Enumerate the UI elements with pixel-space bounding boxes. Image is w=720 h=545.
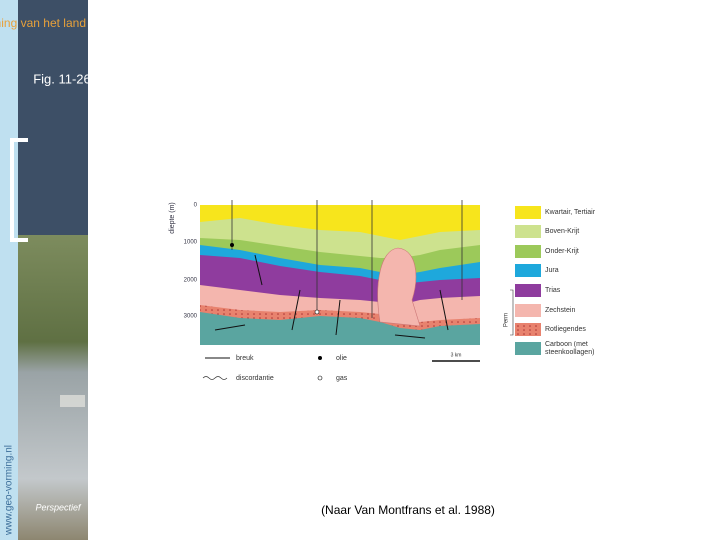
legend-label: Onder-Krijt xyxy=(545,248,579,255)
wells xyxy=(231,200,463,318)
key-label: olie xyxy=(336,355,347,362)
axis-title: diepte (m) xyxy=(169,202,176,234)
perm-label: Perm xyxy=(504,313,510,327)
depth-tick: 2000 xyxy=(184,278,198,284)
legend-label: Zechstein xyxy=(545,307,575,314)
legend-label: Rotliegendes xyxy=(545,326,586,333)
scale-label: 3 km xyxy=(451,352,462,358)
key-label: discordantie xyxy=(236,375,274,382)
legend-label: Boven-Krijt xyxy=(545,228,579,235)
depth-tick: 1000 xyxy=(184,240,198,246)
legend: Kwartair, Tertiair Boven-Krijt Onder-Kri… xyxy=(504,206,596,356)
key: breuk olie discordantie gas 3 km xyxy=(202,352,480,382)
legend-label-wrap: Carboon (met steenkoollagen) xyxy=(545,341,595,356)
legend-label: Trias xyxy=(545,287,561,294)
url: www.geo-vorming.nl xyxy=(4,445,15,536)
faults xyxy=(214,254,449,339)
salt-dome xyxy=(377,247,421,327)
legend-label: Jura xyxy=(545,267,559,274)
legend-label: Kwartair, Tertiair xyxy=(545,209,596,216)
sidebar xyxy=(18,0,88,235)
key-label: breuk xyxy=(236,355,254,362)
gas-marker xyxy=(314,309,320,315)
photo xyxy=(18,235,88,540)
legend-label: Carboon (met steenkoollagen) xyxy=(545,341,595,356)
depth-tick: 0 xyxy=(194,203,198,209)
key-label: gas xyxy=(336,375,348,382)
bracket xyxy=(10,138,28,242)
caption: (Naar Van Montfrans et al. 1988) xyxy=(321,503,495,517)
side-strip xyxy=(0,0,18,540)
photo-detail xyxy=(60,395,85,407)
logo: Perspectief xyxy=(35,502,82,512)
sidebar-title-text: De vorming van het land xyxy=(0,16,86,30)
oil-marker xyxy=(230,243,234,247)
depth-tick: 3000 xyxy=(184,314,198,320)
cross-section xyxy=(200,200,480,345)
sidebar-title: De vorming van het land xyxy=(0,16,86,30)
figure-number: Fig. 11-26 xyxy=(33,71,91,86)
